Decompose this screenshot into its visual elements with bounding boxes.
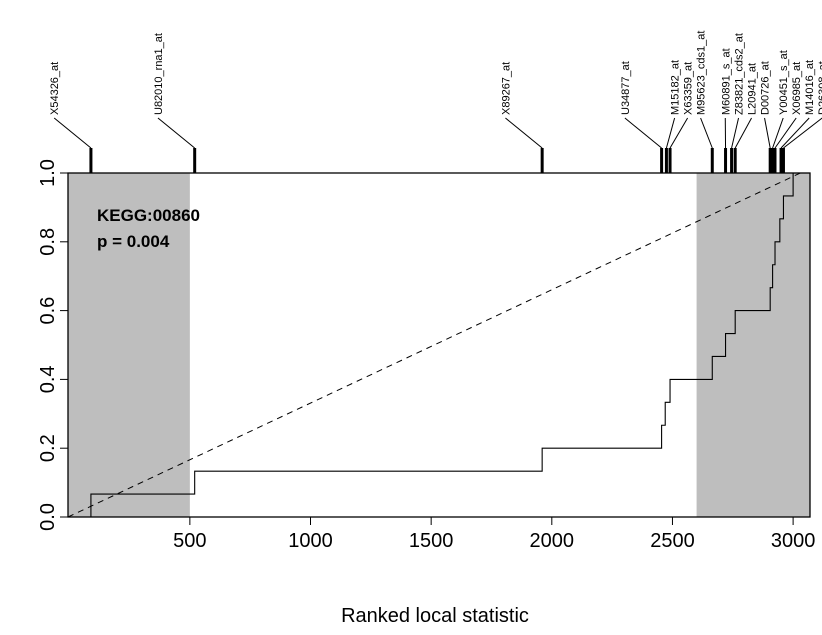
- gene-connector-1: [157, 117, 195, 149]
- gene-connector-10: [764, 117, 771, 149]
- gene-label-11: Y00451_s_at: [778, 50, 790, 115]
- gene-label-4: M15182_at: [670, 60, 682, 115]
- gene-label-1: U82010_rna1_at: [153, 33, 165, 115]
- shaded-regions: [68, 173, 810, 517]
- gene-label-14: D26308_at: [817, 61, 822, 115]
- annotation-line-1: KEGG:00860: [97, 206, 200, 225]
- gene-connector-6: [700, 117, 713, 149]
- gene-label-5: X63359_at: [683, 62, 695, 115]
- reference-line: [67, 172, 801, 518]
- x-tick-label-500: 500: [173, 530, 206, 552]
- gene-connector-2: [505, 117, 543, 149]
- x-tick-label-1000: 1000: [288, 530, 333, 552]
- y-tick-label-1: 0.2: [37, 434, 59, 462]
- gene-label-10: D00726_at: [760, 61, 772, 115]
- x-axis-label: Ranked local statistic: [341, 605, 529, 627]
- gene-markers: X54326_at U82010_rna1_at X89267_at U34877_a…: [49, 31, 822, 173]
- gene-connector-13: [780, 117, 810, 149]
- y-axis: 0.0 0.2 0.4 0.6 0.8 1.0: [37, 159, 69, 531]
- gene-connector-8: [731, 117, 740, 149]
- gene-connector-12: [774, 117, 797, 149]
- gene-connector-11: [772, 117, 784, 149]
- y-tick-label-2: 0.4: [37, 365, 59, 393]
- y-tick-label-4: 0.8: [37, 228, 59, 256]
- gene-label-12: X06985_at: [791, 62, 803, 115]
- gene-connector-4: [665, 117, 676, 149]
- gene-connector-0: [53, 117, 92, 149]
- y-tick-label-0: 0.0: [37, 503, 59, 531]
- annotation-line-2: p = 0.004: [97, 232, 170, 251]
- gene-label-13: M14016_at: [804, 60, 816, 115]
- x-tick-label-2500: 2500: [650, 530, 695, 552]
- gene-label-9: L20941_at: [747, 63, 759, 115]
- x-tick-label-3000: 3000: [771, 530, 816, 552]
- x-tick-label-2000: 2000: [530, 530, 575, 552]
- gene-label-6: M95623_cds1_at: [696, 31, 708, 115]
- gene-connector-14: [783, 117, 822, 149]
- reference-diagonal: [67, 172, 801, 518]
- gene-connector-3: [624, 117, 662, 149]
- y-tick-label-5: 1.0: [37, 159, 59, 187]
- shaded-region-0: [68, 173, 190, 517]
- gene-connector-9: [734, 117, 752, 149]
- x-tick-label-1500: 1500: [409, 530, 454, 552]
- y-tick-label-3: 0.6: [37, 297, 59, 325]
- x-axis: 500 1000 1500 2000 2500 3000: [173, 516, 816, 552]
- series-line-0: [68, 173, 794, 518]
- gene-connector-5: [669, 117, 689, 149]
- series-layer: [68, 173, 794, 518]
- shaded-region-1: [696, 173, 810, 517]
- gene-label-3: U34877_at: [620, 61, 632, 115]
- gene-label-8: Z83821_cds2_at: [734, 33, 746, 115]
- gene-label-0: X54326_at: [49, 62, 61, 115]
- gene-label-7: M60891_s_at: [720, 48, 732, 115]
- gene-label-2: X89267_at: [500, 62, 512, 115]
